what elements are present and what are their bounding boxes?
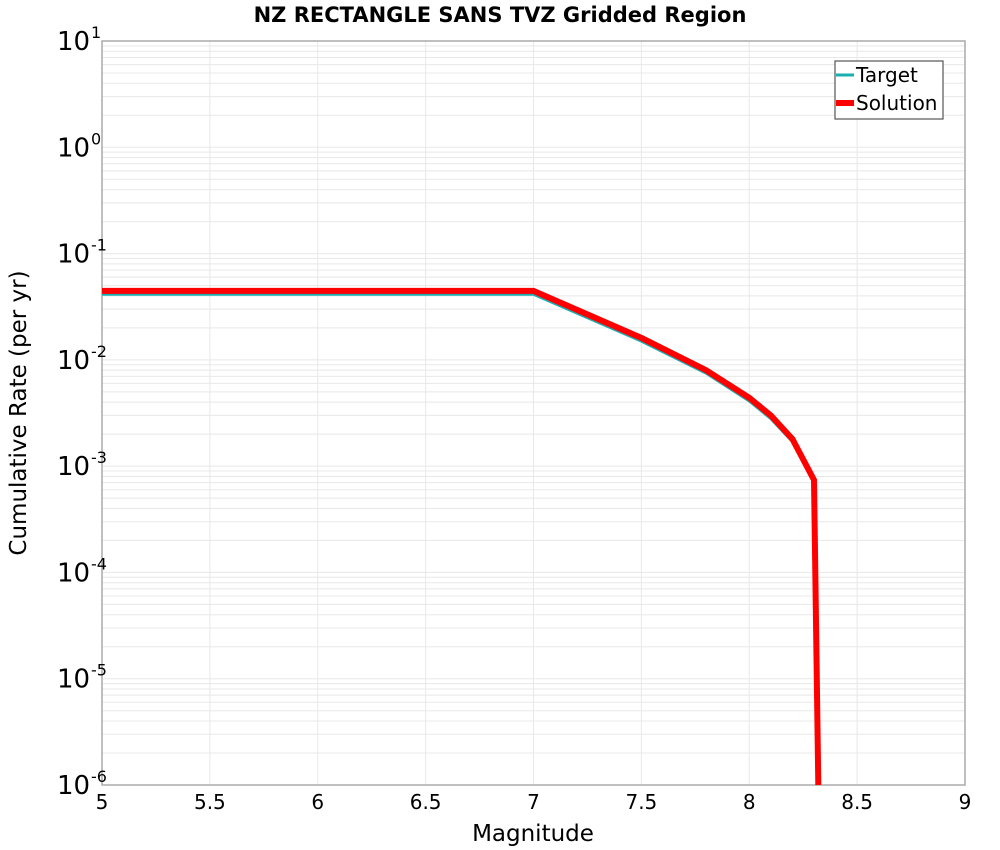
y-tick-exponent: -3 xyxy=(91,448,107,467)
y-tick-exponent: -1 xyxy=(91,236,107,255)
x-tick-label: 5 xyxy=(96,790,109,814)
chart-title: NZ RECTANGLE SANS TVZ Gridded Region xyxy=(254,3,747,27)
x-tick-label: 7 xyxy=(527,790,540,814)
x-tick-label: 8 xyxy=(743,790,756,814)
x-tick-label: 9 xyxy=(959,790,972,814)
y-tick-label: 10 xyxy=(57,133,90,163)
y-tick-label: 10 xyxy=(57,771,90,801)
y-tick-exponent: -4 xyxy=(91,554,107,573)
x-tick-label: 5.5 xyxy=(194,790,226,814)
y-tick-label: 10 xyxy=(57,452,90,482)
x-tick-label: 6 xyxy=(311,790,324,814)
series-solution-line xyxy=(102,287,822,786)
x-tick-label: 6.5 xyxy=(410,790,442,814)
y-tick-exponent: 0 xyxy=(91,129,101,148)
plot-frame xyxy=(101,40,966,786)
y-tick-exponent: -6 xyxy=(91,767,107,786)
grid-lines xyxy=(101,41,966,786)
y-tick-label: 10 xyxy=(57,27,90,57)
y-axis-label: Cumulative Rate (per yr) xyxy=(6,270,32,555)
x-tick-label: 8.5 xyxy=(841,790,873,814)
x-axis-ticks: 5 5.5 6 6.5 7 7.5 8 8.5 9 xyxy=(96,790,972,814)
y-tick-exponent: -5 xyxy=(91,661,107,680)
legend: Target Solution xyxy=(834,60,944,120)
x-axis-label: Magnitude xyxy=(472,821,594,847)
legend-label-target: Target xyxy=(855,63,918,87)
series-lines xyxy=(102,287,822,786)
y-tick-label: 10 xyxy=(57,240,90,270)
x-tick-label: 7.5 xyxy=(625,790,657,814)
legend-box xyxy=(834,60,944,120)
y-tick-exponent: -2 xyxy=(91,342,107,361)
y-tick-label: 10 xyxy=(57,665,90,695)
y-tick-exponent: 1 xyxy=(91,23,101,42)
legend-label-solution: Solution xyxy=(856,91,937,115)
y-tick-label: 10 xyxy=(57,346,90,376)
y-tick-label: 10 xyxy=(57,558,90,588)
